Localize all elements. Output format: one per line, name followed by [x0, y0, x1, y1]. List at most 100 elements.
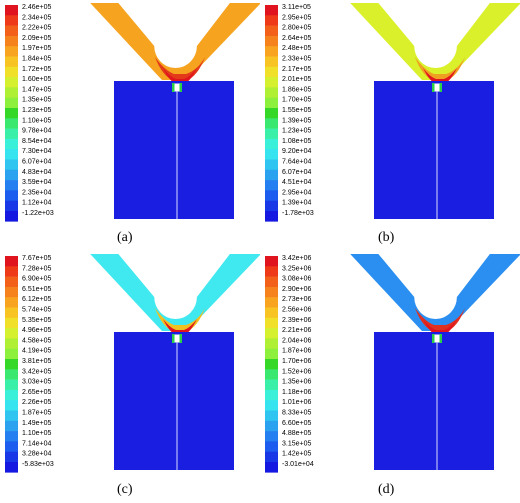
legend-label: 3.28e+04 [22, 451, 51, 458]
legend-label: 2.17e+05 [282, 66, 311, 73]
block-region [114, 81, 234, 219]
legend-label: 1.23e+05 [282, 128, 311, 135]
legend-label: 1.52e+06 [282, 368, 311, 375]
colorbar-segment [265, 441, 278, 452]
colorbar-segment [5, 348, 18, 360]
legend-label: 4.19e+05 [22, 348, 51, 355]
legend-label: 3.11e+05 [282, 4, 311, 11]
colorbar-segment [265, 462, 278, 473]
legend-label: 2.35e+04 [22, 189, 51, 196]
colorbar-segment [265, 348, 278, 360]
colorbar-segment [265, 379, 278, 391]
legend-label: 3.42e+05 [22, 368, 51, 375]
colorbar-segment [265, 35, 278, 47]
block-region [374, 332, 494, 470]
colorbar-segment [265, 159, 278, 171]
legend-label: 1.42e+05 [282, 451, 311, 458]
colorbar-segment [265, 5, 278, 16]
channel-wall-right [439, 83, 442, 92]
caption-b: (b) [378, 230, 395, 245]
legend-label: 8.54e+04 [22, 138, 51, 145]
legend-label: -5.83e+03 [22, 461, 54, 468]
colorbar-segment [5, 46, 18, 57]
colorbar-segment [265, 211, 278, 222]
legend-label: 1.70e+06 [282, 358, 311, 365]
legend-label: 9.20e+04 [282, 148, 311, 155]
colorbar-segment [5, 138, 18, 150]
colorbar-segment [265, 328, 278, 339]
colorbar-segment [5, 5, 18, 16]
colorbar-segment [5, 451, 18, 463]
colorbar-segment [265, 369, 278, 380]
legend-label: 7.30e+04 [22, 148, 51, 155]
legend-label: 4.83e+04 [22, 169, 51, 176]
colorbar-segment [265, 56, 278, 68]
colorbar-segment [265, 128, 278, 140]
legend-label: 2.56e+06 [282, 307, 311, 314]
legend-label: 3.25e+06 [282, 265, 311, 272]
colorbar-segment [5, 369, 18, 380]
legend-label: 2.95e+05 [282, 14, 311, 21]
legend-label: 5.74e+05 [22, 307, 51, 314]
panel-c: 7.67e+05 7.28e+05 6.90e+05 6.51e+05 6.12e+05… [0, 251, 260, 502]
legend-label: 1.70e+05 [282, 97, 311, 104]
legend-label: 4.51e+04 [282, 179, 311, 186]
colorbar-segment [5, 297, 18, 308]
legend-label: 1.72e+05 [22, 66, 51, 73]
contour-plot-a: 2.46e+05 2.34e+05 2.22e+05 2.09e+05 1.97e+05… [5, 3, 260, 222]
legend-label: -3.01e+04 [282, 461, 314, 468]
channel-wall-left [172, 334, 175, 343]
legend-label: 1.39e+05 [282, 117, 311, 124]
colorbar-segment [5, 25, 18, 37]
colorbar-segment [5, 462, 18, 473]
legend-label: 1.87e+05 [22, 410, 51, 417]
panel-a: 2.46e+05 2.34e+05 2.22e+05 2.09e+05 1.97e+05… [0, 0, 260, 251]
channel-wall-left [432, 334, 435, 343]
channel-wall-left [432, 83, 435, 92]
colorbar-segment [265, 420, 278, 432]
colorbar-segment [5, 420, 18, 432]
colorbar-segment [265, 410, 278, 422]
colorbar-segment [265, 307, 278, 319]
legend-label: 2.26e+05 [22, 399, 51, 406]
channel-wall-right [439, 334, 442, 343]
legend-label: 1.47e+05 [22, 86, 51, 93]
legend-label: 6.60e+05 [282, 420, 311, 427]
colorbar-segment [265, 451, 278, 463]
colorbar-segment [265, 169, 278, 181]
colorbar-segment [5, 35, 18, 47]
colorbar-segment [5, 87, 18, 98]
colorbar-segment [5, 190, 18, 201]
colorbar-segment [265, 276, 278, 288]
colorbar-segment [265, 431, 278, 442]
colorbar-segment [265, 46, 278, 57]
colorbar-segment [5, 389, 18, 401]
legend-label: 1.39e+04 [282, 200, 311, 207]
legend-label: 1.18e+06 [282, 389, 311, 396]
block-region [114, 332, 234, 470]
colorbar-segment [265, 317, 278, 329]
colorbar-segment [5, 56, 18, 68]
colorbar-segment [265, 297, 278, 308]
contour-plot-c: 7.67e+05 7.28e+05 6.90e+05 6.51e+05 6.12e+05… [5, 254, 260, 473]
legend-label: 3.81e+05 [22, 358, 51, 365]
colorbar-segment [5, 266, 18, 277]
colorbar-segment [5, 276, 18, 288]
legend-label: 6.12e+05 [22, 296, 51, 303]
legend-label: 1.84e+05 [22, 56, 51, 63]
colorbar-segment [265, 256, 278, 267]
colorbar-segment [5, 359, 18, 370]
legend-label: 1.10e+05 [22, 430, 51, 437]
colorbar-segment [5, 159, 18, 171]
legend-label: 2.80e+05 [282, 25, 311, 32]
plate-region [90, 3, 260, 80]
colorbar-segment [5, 169, 18, 181]
colorbar-segment [265, 200, 278, 212]
legend-label: 1.23e+05 [22, 107, 51, 114]
colorbar-segment [5, 328, 18, 339]
colorbar-segment [5, 118, 18, 129]
legend-label: 2.22e+05 [22, 25, 51, 32]
legend-label: 2.95e+04 [282, 189, 311, 196]
legend-label: 4.58e+05 [22, 337, 51, 344]
legend-label: 6.90e+05 [22, 276, 51, 283]
